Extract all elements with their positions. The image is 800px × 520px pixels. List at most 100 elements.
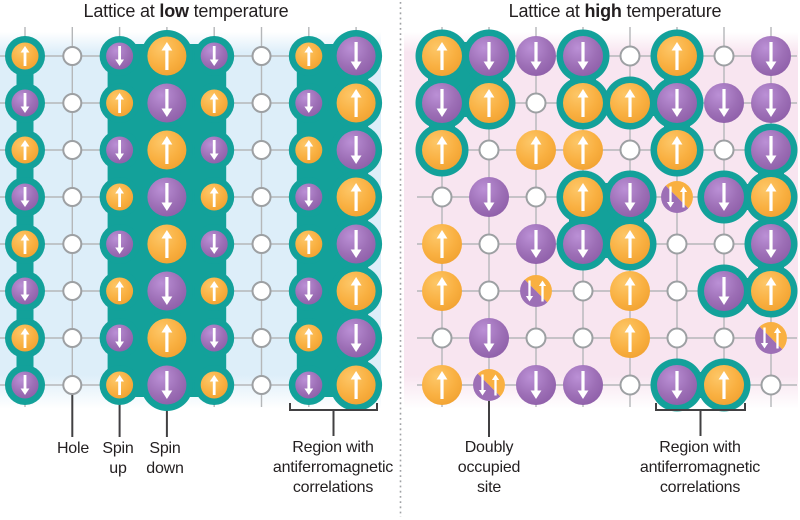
arrowhead [20,294,30,301]
hole-site [251,93,272,113]
arrowhead [304,200,314,207]
hole-site [713,45,735,67]
arrowhead [718,202,730,211]
arrowhead [765,277,777,286]
arrowhead [765,183,777,192]
arrowhead [530,136,542,145]
double-site-down-half [473,373,501,401]
double-site-up-half [665,181,693,209]
arrowhead [530,61,542,70]
arrowhead [115,59,124,66]
arrowhead [20,46,30,53]
hole-site [619,139,641,161]
arrowhead [161,296,173,305]
arrowhead [577,136,589,145]
left-panel-lattice [0,27,383,437]
hole-site [251,140,272,160]
hole-site [251,46,272,66]
hole-site [525,92,547,114]
double-site-up-half [477,369,505,397]
arrowhead [304,294,314,301]
arrowhead [161,42,173,51]
hole-site [478,233,500,255]
double-site-down-half [661,185,689,213]
arrowhead [115,247,124,254]
arrowhead [161,390,173,399]
arrowhead [115,341,124,348]
arrowhead [483,202,495,211]
arrowhead [624,202,636,211]
arrowhead [624,89,636,98]
arrowhead [115,153,124,160]
hole-site [666,327,688,349]
right-title-bold: high [584,1,622,21]
hole-site [713,233,735,255]
arrowhead [483,89,495,98]
arrowhead [20,388,30,395]
doubly-occupied-label: Doubly occupied site [457,439,521,496]
arrowhead [491,374,500,380]
double-site-down-half [520,279,548,307]
arrowhead [20,140,30,147]
arrowhead [161,202,173,211]
afm-region-bracket [289,403,378,436]
double-site-up-half [524,275,552,303]
hole-site [525,186,547,208]
hole-site [62,328,83,348]
hole-site [478,280,500,302]
right-title-pre: Lattice at [508,1,585,21]
hole-site [62,375,83,395]
hole-site [431,186,453,208]
arrowhead [115,93,124,100]
arrowhead [350,183,362,192]
arrowhead [478,390,487,396]
arrowhead [436,108,448,117]
arrowhead [679,186,688,192]
arrowhead [765,249,777,258]
arrowhead [350,343,362,352]
arrowhead [718,371,730,380]
hole-site [619,374,641,396]
hole-site [713,139,735,161]
spin-up-label: Spin up [102,440,134,477]
hole-site [525,327,547,349]
arrowhead [115,187,124,194]
arrowhead [765,61,777,70]
arrowhead [577,61,589,70]
hole-site [62,234,83,254]
arrowhead [530,390,542,399]
arrowhead [304,140,314,147]
hole-site [713,327,735,349]
arrowhead [718,296,730,305]
arrowhead [436,230,448,239]
hole-site [666,280,688,302]
arrowhead [304,328,314,335]
arrowhead [115,375,124,382]
arrowhead [209,375,219,382]
arrowhead [161,136,173,145]
arrowhead [115,281,124,288]
arrowhead [436,371,448,380]
arrowhead [209,187,219,194]
arrowhead [350,371,362,380]
arrowhead [525,296,534,302]
arrowhead [161,108,173,117]
arrowhead [304,46,314,53]
arrowhead [671,390,683,399]
arrowhead [161,324,173,333]
hole-site [666,233,688,255]
hole-site [251,281,272,301]
arrowhead [671,108,683,117]
arrowhead [20,234,30,241]
left-title-post: temperature [188,1,289,21]
arrowhead [350,277,362,286]
arrowhead [304,234,314,241]
hole-site [431,327,453,349]
arrowhead [530,249,542,258]
hole-site [572,280,594,302]
arrowhead [350,61,362,70]
hole-site [572,327,594,349]
arrowhead [209,153,219,160]
arrowhead [436,136,448,145]
